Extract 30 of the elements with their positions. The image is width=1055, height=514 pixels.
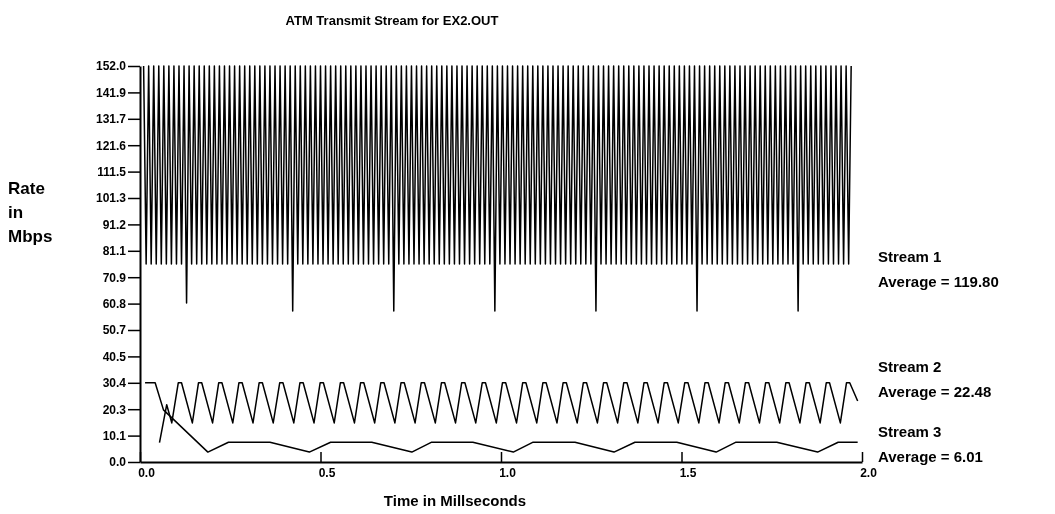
y-tick-label: 30.4 [102, 376, 127, 391]
x-tick-label: 0.0 [138, 465, 156, 480]
x-tick-label: 1.5 [679, 465, 697, 480]
y-tick-label: 10.1 [102, 428, 127, 443]
y-tick-label: 91.2 [102, 217, 127, 232]
text: Average = 22.48 [878, 383, 992, 400]
y-tick-label: 152.0 [95, 59, 127, 74]
y-tick-label: 50.7 [102, 323, 127, 338]
y-tick-label: 131.7 [95, 112, 127, 127]
series-label: Stream 2 [878, 358, 942, 375]
x-tick-label: 2.0 [860, 465, 878, 480]
y-tick-label: 81.1 [102, 244, 127, 259]
y-tick-label: 121.6 [95, 138, 127, 153]
x-axis-title: Time in Millseconds [383, 492, 527, 509]
x-tick-label: 0.5 [318, 465, 336, 480]
chart-title: ATM Transmit Stream for EX2.OUT [285, 13, 499, 28]
y-tick-label: 101.3 [95, 191, 127, 206]
series-label: Stream 3 [878, 423, 942, 440]
text: Average = 119.80 [878, 273, 999, 290]
y-tick-label: 20.3 [102, 402, 127, 417]
y-tick-label: 70.9 [102, 270, 127, 285]
y-tick-label: 40.5 [102, 349, 127, 364]
y-tick-label: 141.9 [95, 85, 127, 100]
text: Average = 6.01 [878, 448, 983, 465]
y-tick-label: 60.8 [102, 296, 127, 311]
x-tick-label: 1.0 [499, 465, 517, 480]
y-axis-title: Rate in Mbps [8, 179, 53, 246]
y-tick-label: 0.0 [109, 455, 127, 470]
series-label: Stream 1 [878, 248, 942, 265]
y-tick-label: 111.5 [97, 164, 127, 179]
